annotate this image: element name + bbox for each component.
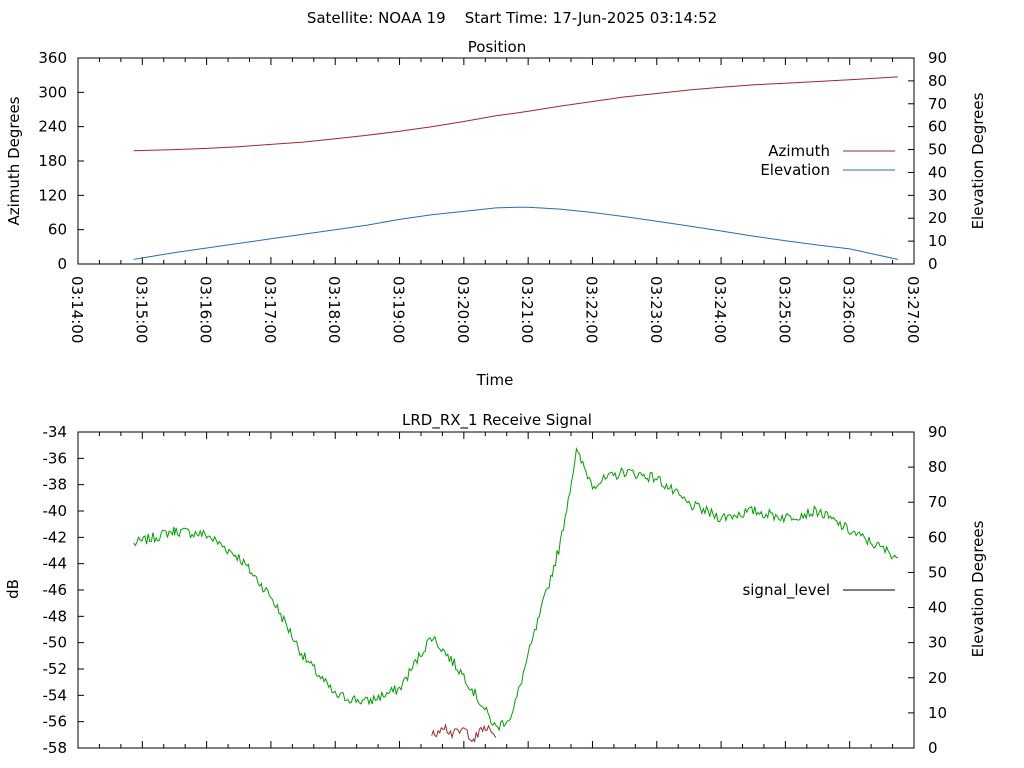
y-tick-label: -58 <box>43 739 68 757</box>
y2-tick-label: 40 <box>928 163 947 181</box>
x-tick-label: 03:16:00 <box>197 276 215 343</box>
x-tick-label: 03:14:00 <box>68 276 86 343</box>
series-line-elevation <box>133 206 899 260</box>
y2-tick-label: 20 <box>928 669 947 687</box>
y2-tick-label: 0 <box>928 255 938 273</box>
y2-tick-label: 20 <box>928 209 947 227</box>
y-tick-label: -44 <box>43 555 68 573</box>
y2-tick-label: 30 <box>928 186 947 204</box>
y2-tick-label: 0 <box>928 739 938 757</box>
y-tick-label: -42 <box>43 528 68 546</box>
y-tick-label: -54 <box>43 686 68 704</box>
x-tick-label: 03:15:00 <box>132 276 150 343</box>
position-chart-title: Position <box>468 38 526 56</box>
x-tick-label: 03:18:00 <box>325 276 343 343</box>
y-tick-label: -50 <box>43 634 68 652</box>
y2-tick-label: 80 <box>928 72 947 90</box>
y-tick-label: -34 <box>43 423 68 441</box>
x-tick-label: 03:26:00 <box>840 276 858 343</box>
y-tick-label: 60 <box>48 221 67 239</box>
y2-tick-label: 60 <box>928 118 947 136</box>
position-y2-axis-label: Elevation Degrees <box>969 92 987 229</box>
y2-tick-label: 50 <box>928 563 947 581</box>
y2-tick-label: 70 <box>928 95 947 113</box>
position-panel: Position Time Azimuth Degrees Elevation … <box>5 38 987 389</box>
y-tick-label: 300 <box>38 83 67 101</box>
y2-tick-label: 80 <box>928 458 947 476</box>
legend-label-signal-level: signal_level <box>742 581 830 600</box>
position-y-axis-label: Azimuth Degrees <box>5 96 23 225</box>
x-tick-label: 03:20:00 <box>454 276 472 343</box>
y-tick-label: 240 <box>38 118 67 136</box>
x-tick-label: 03:27:00 <box>904 276 922 343</box>
x-tick-label: 03:19:00 <box>390 276 408 343</box>
y2-tick-label: 10 <box>928 232 947 250</box>
signal-panel: LRD_RX_1 Receive Signal dB Elevation Deg… <box>4 411 987 757</box>
x-tick-label: 03:21:00 <box>518 276 536 343</box>
y2-tick-label: 30 <box>928 634 947 652</box>
x-tick-label: 03:25:00 <box>775 276 793 343</box>
y2-tick-label: 90 <box>928 49 947 67</box>
position-x-axis-label: Time <box>476 371 514 389</box>
y-tick-label: -56 <box>43 713 68 731</box>
y-tick-label: 360 <box>38 49 67 67</box>
y2-tick-label: 60 <box>928 528 947 546</box>
y2-tick-label: 90 <box>928 423 947 441</box>
legend-label-elevation: Elevation <box>760 161 830 179</box>
y2-tick-label: 50 <box>928 141 947 159</box>
x-tick-label: 03:17:00 <box>261 276 279 343</box>
signal-level-line <box>133 447 899 732</box>
y-tick-label: -46 <box>43 581 68 599</box>
legend-label-azimuth: Azimuth <box>768 142 830 160</box>
y-tick-label: 0 <box>57 255 67 273</box>
y-tick-label: -36 <box>43 449 68 467</box>
y2-tick-label: 40 <box>928 599 947 617</box>
y-tick-label: -48 <box>43 607 68 625</box>
signal-y-axis-label: dB <box>4 579 22 599</box>
y2-tick-label: 70 <box>928 493 947 511</box>
signal-chart-title: LRD_RX_1 Receive Signal <box>402 411 592 430</box>
signal-legend: signal_level <box>742 581 895 600</box>
series-line-azimuth <box>133 76 898 152</box>
signal-y2-axis-label: Elevation Degrees <box>969 520 987 657</box>
x-tick-label: 03:23:00 <box>647 276 665 343</box>
y-tick-label: -38 <box>43 476 68 494</box>
x-tick-label: 03:24:00 <box>711 276 729 343</box>
y-tick-label: 180 <box>38 152 67 170</box>
page-title: Satellite: NOAA 19 Start Time: 17-Jun-20… <box>307 9 717 27</box>
y-tick-label: -52 <box>43 660 68 678</box>
y2-tick-label: 10 <box>928 704 947 722</box>
x-tick-label: 03:22:00 <box>582 276 600 343</box>
y-tick-label: 120 <box>38 186 67 204</box>
y-tick-label: -40 <box>43 502 68 520</box>
position-legend: Azimuth Elevation <box>760 142 895 179</box>
signal-level-low-segment <box>431 723 497 743</box>
